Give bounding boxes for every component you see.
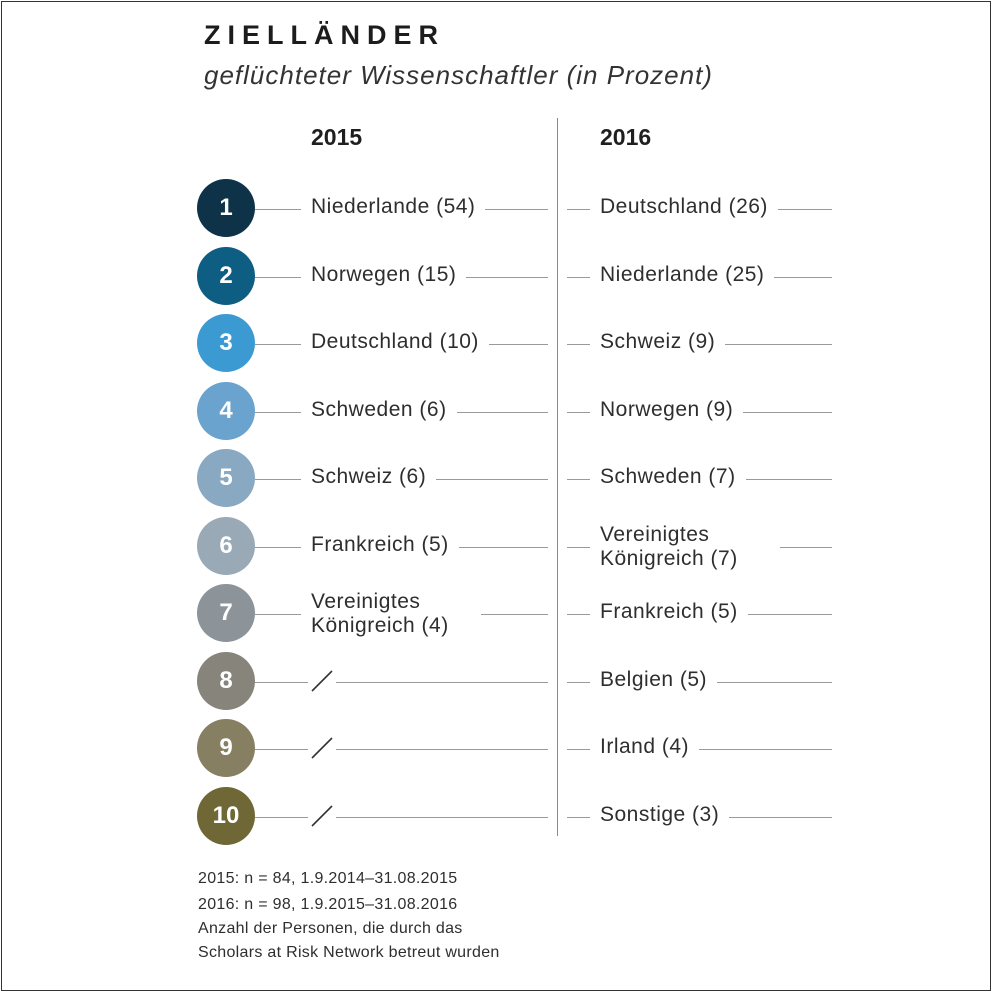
ranking-row: 2 Norwegen (15) Niederlande (25) (0, 246, 992, 307)
no-entry-slash-icon (308, 667, 336, 694)
column-divider (557, 118, 558, 836)
footnote-line: 2016: n = 98, 1.9.2015–31.08.2016 (198, 896, 458, 913)
rank-badge: 2 (197, 246, 255, 305)
footnote-line: 2015: n = 84, 1.9.2014–31.08.2015 (198, 870, 458, 887)
ranking-row: 4 Schweden (6) Norwegen (9) (0, 381, 992, 442)
connector-line-2015 (255, 681, 548, 683)
entry-2016: Norwegen (9) (590, 397, 744, 422)
column-header-2016: 2016 (600, 124, 652, 150)
entry-2016: Schweden (7) (590, 465, 746, 489)
entry-2016: Sonstige (3) (590, 802, 730, 827)
rank-badge: 6 (197, 516, 255, 575)
entry-2016: Schweiz (9) (590, 330, 726, 354)
ranking-row: 7 Vereinigtes Königreich (4) Frankreich (5… (0, 584, 992, 644)
rank-badge: 5 (197, 449, 255, 507)
footnote-line: Anzahl der Personen, die durch das (198, 920, 463, 937)
entry-2016: Vereinigtes Königreich (7) (590, 522, 780, 571)
chart-subtitle: geflüchteter Wissenschaftler (in Prozent… (204, 60, 713, 90)
rank-badge: 4 (197, 381, 255, 440)
rank-badge: 8 (197, 651, 255, 710)
rank-badge: 1 (197, 179, 255, 237)
ranking-row: 8 Belgien (5) (0, 651, 992, 712)
ranking-row: 6 Frankreich (5) Vereinigtes Königreich (7… (0, 516, 992, 577)
ranking-row: 10 Sonstige (3) (0, 786, 992, 847)
entry-2015: Niederlande (54) (301, 195, 486, 219)
entry-2016: Deutschland (26) (590, 195, 778, 219)
rank-badge: 3 (197, 314, 255, 372)
entry-2016: Irland (4) (590, 735, 700, 759)
rank-badge: 10 (197, 786, 255, 845)
column-header-2015: 2015 (311, 124, 363, 150)
ranking-row: 3 Deutschland (10) Schweiz (9) (0, 314, 992, 374)
no-entry-slash-icon (308, 735, 336, 761)
footnote-line: Scholars at Risk Network betreut wurden (198, 944, 500, 961)
entry-2015: Vereinigtes Königreich (4) (301, 590, 481, 638)
rank-badge: 9 (197, 719, 255, 777)
entry-2015: Deutschland (10) (301, 330, 489, 354)
connector-line-2015 (255, 749, 548, 750)
rank-badge: 7 (197, 584, 255, 642)
ranking-row: 1 Niederlande (54) Deutschland (26) (0, 179, 992, 239)
entry-2016: Niederlande (25) (590, 262, 775, 287)
entry-2015: Norwegen (15) (301, 262, 467, 287)
entry-2016: Belgien (5) (590, 667, 718, 692)
chart-title: ZIELLÄNDER (204, 20, 445, 50)
ranking-row: 9 Irland (4) (0, 719, 992, 779)
connector-line-2015 (255, 816, 548, 818)
no-entry-slash-icon (308, 802, 336, 829)
entry-2015: Schweden (6) (301, 397, 457, 422)
entry-2015: Frankreich (5) (301, 532, 459, 557)
entry-2016: Frankreich (5) (590, 600, 748, 624)
connector-line-2016 (567, 749, 832, 750)
ranking-row: 5 Schweiz (6) Schweden (7) (0, 449, 992, 509)
entry-2015: Schweiz (6) (301, 465, 437, 489)
